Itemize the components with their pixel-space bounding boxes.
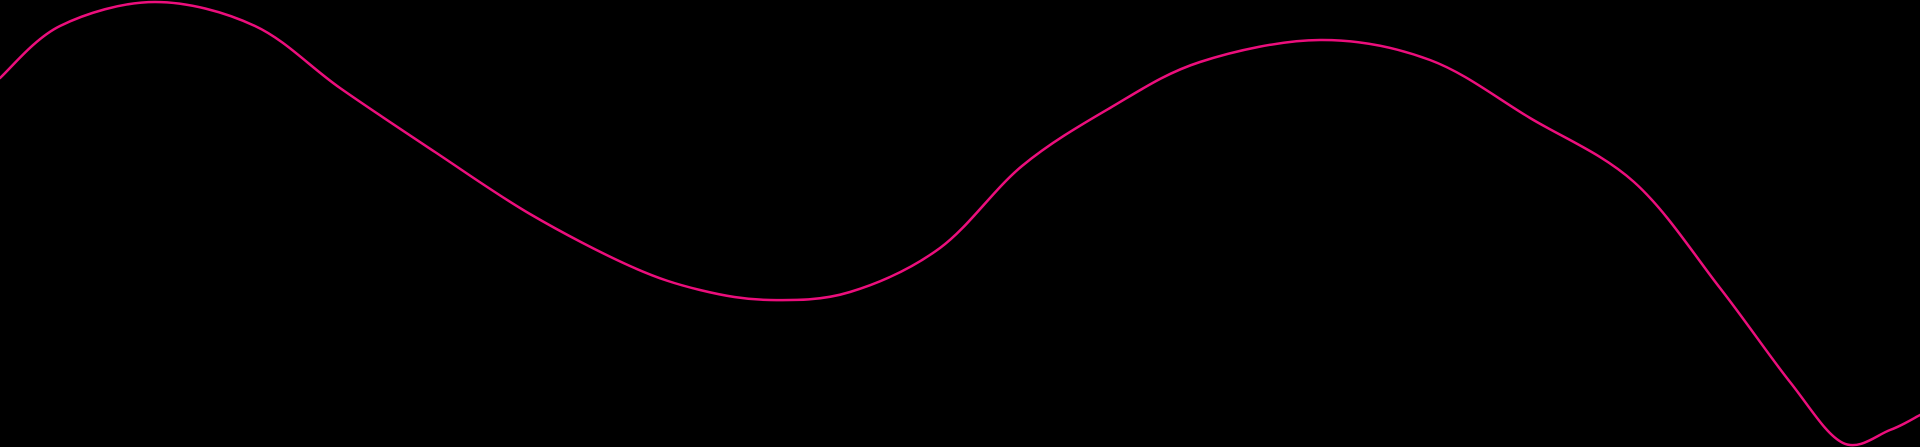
curve-line-series-0 xyxy=(0,0,1920,447)
plot-background xyxy=(0,0,1920,447)
plot-canvas xyxy=(0,0,1920,447)
curve-plot-svg xyxy=(0,0,1920,447)
